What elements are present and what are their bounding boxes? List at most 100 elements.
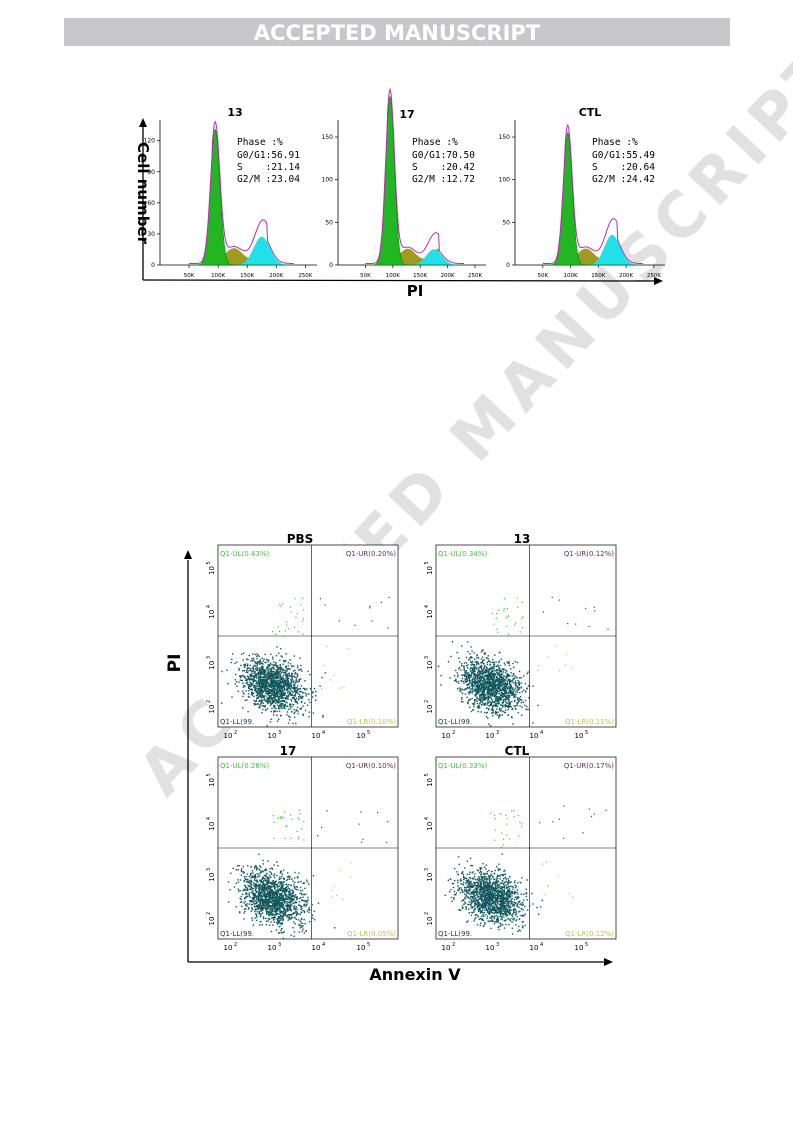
cell-dot	[250, 671, 253, 673]
cell-dot	[473, 702, 475, 704]
cell-dot	[492, 658, 494, 661]
cell-dot	[277, 702, 279, 704]
cell-dot	[276, 861, 278, 863]
cell-dot	[248, 881, 250, 884]
cell-dot	[484, 665, 486, 667]
cell-dot	[267, 882, 269, 885]
cell-dot	[503, 668, 505, 670]
cell-dot	[476, 688, 479, 691]
cell-dot	[269, 670, 271, 672]
cell-dot	[525, 708, 528, 711]
cell-dot	[509, 701, 511, 704]
cell-dot	[278, 878, 280, 880]
cell-dot	[506, 670, 508, 672]
cell-dot	[312, 875, 315, 877]
cell-dot	[480, 697, 482, 700]
cell-dot	[505, 685, 507, 687]
cell-dot	[465, 681, 468, 683]
cell-dot	[470, 688, 472, 690]
cell-dot	[250, 682, 252, 684]
y-decade-label: 10	[426, 661, 434, 670]
cell-dot	[254, 867, 256, 869]
cell-dot	[296, 706, 299, 709]
cell-dot	[480, 688, 482, 690]
cell-dot	[256, 699, 258, 702]
cell-dot	[274, 700, 276, 702]
cell-dot	[280, 680, 283, 683]
cell-dot	[277, 701, 280, 704]
cell-dot	[254, 910, 256, 913]
cell-dot	[268, 908, 271, 910]
x-decade-exp: 4	[322, 730, 325, 736]
cell-dot	[282, 674, 284, 676]
cell-dot	[270, 674, 272, 676]
cell-dot	[262, 906, 264, 908]
cell-dot	[510, 706, 513, 708]
cell-dot	[500, 694, 502, 697]
cell-dot	[292, 902, 294, 905]
cell-dot	[250, 684, 253, 687]
cell-dot	[247, 676, 249, 678]
cell-dot	[262, 680, 264, 683]
cell-dot	[251, 675, 254, 677]
cell-dot	[282, 691, 284, 693]
cell-dot	[475, 878, 477, 881]
ul-dot	[275, 633, 277, 635]
cell-dot	[261, 679, 264, 681]
cell-dot	[239, 675, 241, 677]
cell-dot	[282, 700, 284, 702]
cell-dot	[489, 725, 492, 727]
cell-dot	[294, 923, 296, 925]
cell-dot	[478, 686, 481, 688]
x-tick-label: 50K	[184, 273, 195, 279]
cell-dot	[260, 668, 262, 670]
cell-dot	[491, 693, 493, 696]
cell-dot	[278, 679, 280, 682]
cell-dot	[291, 898, 294, 900]
cell-dot	[488, 671, 490, 673]
cell-dot	[522, 701, 524, 703]
cell-dot	[476, 661, 478, 663]
cell-dot	[287, 665, 289, 667]
cell-dot	[245, 690, 247, 692]
cell-dot	[492, 674, 494, 676]
cell-dot	[487, 690, 489, 692]
cell-dot	[299, 905, 302, 907]
ur-dot	[321, 826, 323, 828]
cell-dot	[248, 907, 250, 909]
cell-dot	[493, 701, 495, 704]
lr-dot	[547, 656, 549, 658]
cell-dot	[476, 686, 478, 688]
cell-dot	[487, 679, 489, 681]
cell-dot	[263, 679, 265, 682]
cell-dot	[294, 669, 296, 672]
cell-dot	[253, 903, 255, 905]
cell-dot	[494, 679, 497, 682]
cell-dot	[292, 892, 295, 894]
x-decade-label: 10	[442, 732, 451, 740]
cell-dot	[259, 662, 262, 664]
cell-dot	[290, 689, 292, 691]
cell-dot	[287, 684, 290, 686]
cell-dot	[269, 704, 272, 706]
x-decade-label: 10	[224, 944, 233, 952]
cell-dot	[268, 695, 271, 698]
cell-dot	[262, 895, 264, 897]
cell-dot	[236, 865, 239, 867]
cell-dot	[272, 673, 274, 675]
cell-dot	[275, 663, 277, 665]
cell-dot	[264, 893, 266, 895]
cell-dot	[264, 704, 266, 707]
cell-dot	[285, 894, 287, 896]
cell-dot	[278, 901, 280, 903]
ur-dot	[319, 598, 321, 600]
cell-dot	[480, 666, 483, 668]
cell-dot	[259, 687, 261, 690]
cell-dot	[249, 678, 251, 680]
cell-dot	[284, 914, 286, 917]
cell-dot	[488, 685, 490, 687]
cell-dot	[485, 696, 487, 698]
cell-dot	[257, 672, 259, 674]
cell-dot	[518, 700, 520, 702]
cell-dot	[293, 877, 296, 879]
